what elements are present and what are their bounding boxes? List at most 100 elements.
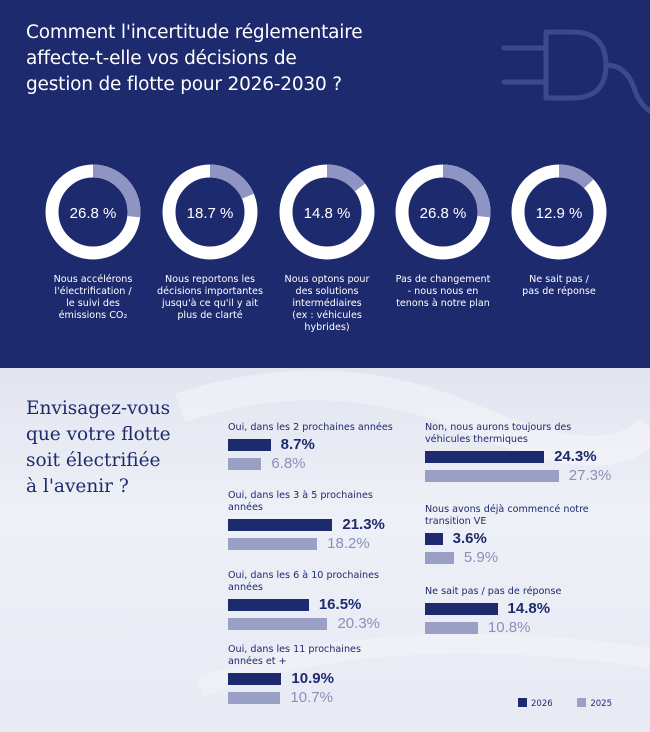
bar-row-2026: 16.5% [228,596,379,613]
bar-row-2026: 21.3% [228,516,385,533]
bar-row-2026: 3.6% [425,530,589,547]
bar-2026 [228,599,309,611]
legend-item-2026: 2026 [518,698,553,709]
bar-value-label: 21.3% [342,516,385,533]
top-section: Comment l'incertitude réglementaire affe… [0,0,650,368]
bar-group: Oui, dans les 2 prochaines années 8.7% 6.8… [228,422,393,472]
legend-swatch [518,698,527,707]
caption-line: Ne sait pas / [529,274,589,285]
donut-value-label: 26.8 % [70,205,117,222]
donut-value-label: 26.8 % [420,205,467,222]
caption-line: Nous reportons les [164,274,256,285]
caption-line: plus de clarté [177,310,243,321]
donut-chart: 14.8 % [279,164,375,260]
title-line: à l'avenir ? [26,476,129,497]
bar-value-label: 27.3% [568,467,612,484]
donut-chart: 12.9 % [511,164,607,260]
bar-2026 [228,439,271,451]
bar-group: Oui, dans les 6 à 10 prochaines années 16.… [228,570,380,632]
bar-2025 [228,538,318,550]
bar-row-2025: 27.3% [425,467,611,484]
caption-line: pas de réponse [522,286,596,297]
bar-value-label: 18.2% [327,535,370,552]
donut-item: 26.8 % Nous accélérons l'électrification /… [36,160,150,322]
bar-row-2026: 8.7% [228,436,393,453]
bar-group: Ne sait pas / pas de réponse 14.8% 10.8% [425,586,561,636]
chart-legend: 2026 2025 [518,698,634,709]
bar-value-label: 10.7% [290,689,333,706]
donut-caption: Nous optons pour des solutions intermédiai… [270,274,384,334]
bar-group: Non, nous aurons toujours des véhicules t… [425,422,611,484]
legend-label: 2026 [531,699,553,709]
caption-line: décisions importantes [157,286,263,297]
bar-2025 [425,552,454,564]
bar-group: Oui, dans les 11 prochaines années et + 10… [228,644,361,706]
label-line: transition VE [425,516,487,527]
title-line: soit électrifiée [26,450,161,471]
bar-row-2025: 6.8% [228,455,393,472]
bar-category-label: Oui, dans les 2 prochaines années [228,422,393,434]
donut-caption: Nous accélérons l'électrification / le sui… [36,274,150,322]
label-line: années [228,582,263,593]
bar-category-label: Nous avons déjà commencé notre transition… [425,504,589,528]
bar-row-2026: 10.9% [228,670,361,687]
caption-line: jusqu'à ce qu'il y ait [162,298,258,309]
donut-item: 14.8 % Nous optons pour des solutions inter… [270,160,384,334]
donut-item: 18.7 % Nous reportons les décisions import… [153,160,267,322]
bar-value-label: 10.9% [291,670,334,687]
label-line: Non, nous aurons toujours des [425,422,572,433]
legend-item-2025: 2025 [577,698,612,709]
bar-2025 [228,692,281,704]
caption-line: le suivi des [66,298,120,309]
bar-2026 [228,673,282,685]
donut-chart: 26.8 % [45,164,141,260]
bar-value-label: 10.8% [487,619,531,636]
bar-2026 [228,519,333,531]
caption-line: l'électrification / [54,286,132,297]
bar-2026 [425,451,545,463]
bottom-section: Envisagez-vous que votre flotte soit éle… [0,368,650,732]
bar-category-label: Oui, dans les 6 à 10 prochaines années [228,570,379,594]
bar-2025 [425,622,478,634]
caption-line: hybrides) [304,322,350,333]
donut-slice [395,164,491,260]
title-line: que votre flotte [26,424,171,445]
donut-slice [162,164,258,260]
bar-value-label: 16.5% [318,596,362,613]
donut-value-label: 14.8 % [304,205,351,222]
donut-value-label: 12.9 % [536,205,583,222]
donut-caption: Pas de changement - nous nous en tenons à … [386,274,500,310]
bar-row-2026: 24.3% [425,448,597,465]
bar-value-label: 3.6% [452,530,487,547]
bar-group: Nous avons déjà commencé notre transition… [425,504,589,566]
bar-group: Oui, dans les 3 à 5 prochaines années 21.3… [228,490,385,552]
donut-value-label: 18.7 % [187,205,234,222]
label-line: années [228,502,263,513]
donut-caption: Ne sait pas / pas de réponse [502,274,616,298]
title-line: gestion de flotte pour 2026-2030 ? [26,74,342,95]
bar-2025 [228,458,262,470]
label-line: véhicules thermiques [425,434,528,445]
donut-item: 26.8 % Pas de changement - nous nous en ten… [386,160,500,310]
background-light-streaks [175,370,650,698]
caption-line: Nous optons pour [284,274,370,285]
caption-line: émissions CO₂ [58,310,128,321]
caption-line: tenons à notre plan [396,298,490,309]
bar-category-label: Oui, dans les 3 à 5 prochaines années [228,490,373,514]
bar-2026 [425,603,498,615]
label-line: Oui, dans les 2 prochaines années [228,422,393,433]
bar-row-2025: 10.8% [425,619,561,636]
donut-item: 12.9 % Ne sait pas / pas de réponse [502,160,616,298]
caption-line: Nous accélérons [53,274,133,285]
caption-line: (ex : véhicules [292,310,362,321]
bar-value-label: 5.9% [463,549,499,566]
title-line: affecte-t-elle vos décisions de [26,48,297,69]
donut-slice [511,164,607,260]
bar-2026 [425,533,443,545]
label-line: Oui, dans les 3 à 5 prochaines [228,490,373,501]
bar-row-2026: 14.8% [425,600,561,617]
legend-swatch [577,698,587,707]
caption-line: intermédiaires [292,298,362,309]
bar-row-2025: 5.9% [425,549,589,566]
label-line: années et + [228,656,287,667]
